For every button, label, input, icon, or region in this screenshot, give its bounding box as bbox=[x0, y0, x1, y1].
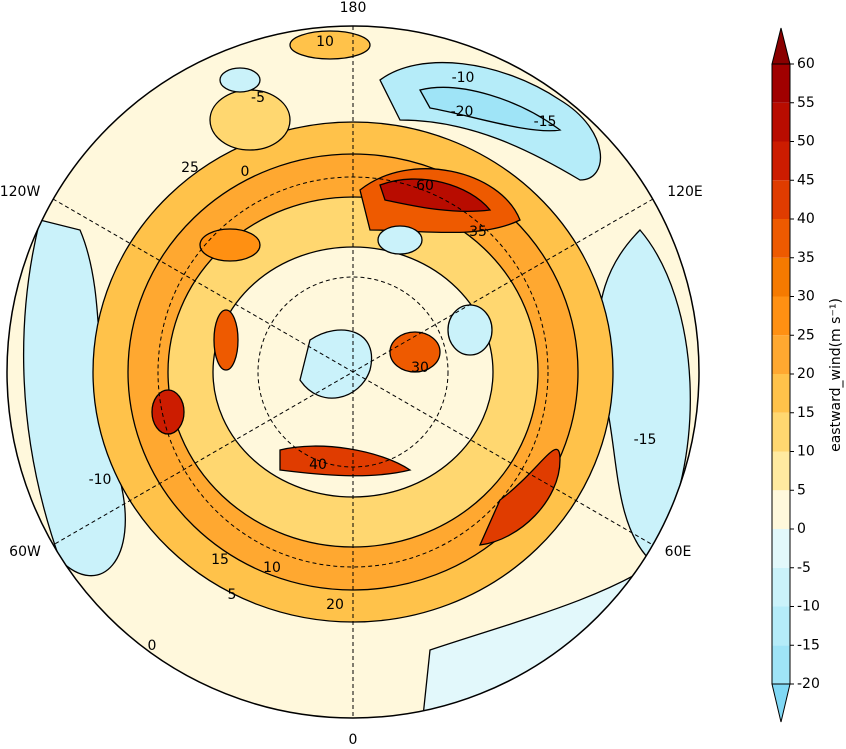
contour-label: -20 bbox=[451, 104, 474, 120]
contour-label: 25 bbox=[181, 160, 199, 176]
colorbar-extension-over bbox=[771, 27, 791, 65]
contour-label: 0 bbox=[241, 164, 250, 180]
colorbar-tick-label: 35 bbox=[797, 250, 815, 266]
colorbar-label: eastward_wind(m s⁻¹) bbox=[828, 298, 844, 452]
colorbar-extension-under bbox=[771, 683, 791, 723]
contour-label: 30 bbox=[411, 360, 429, 376]
field-patch bbox=[389, 331, 441, 373]
contour-label: 40 bbox=[309, 457, 327, 473]
field-patch bbox=[377, 225, 423, 255]
colorbar-band bbox=[772, 296, 790, 336]
contour-label: 60 bbox=[416, 178, 434, 194]
colorbar-tick-label: 60 bbox=[797, 56, 815, 72]
map-boundary bbox=[6, 25, 700, 719]
field-patch bbox=[151, 389, 185, 435]
field-patch bbox=[419, 86, 562, 132]
contour-label: -5 bbox=[251, 90, 265, 106]
contour-label: 20 bbox=[326, 597, 344, 613]
field-patch bbox=[213, 309, 239, 371]
colorbar-tick-label: 40 bbox=[797, 211, 815, 227]
longitude-label: 120W bbox=[0, 184, 40, 200]
colorbar-tick-label: 55 bbox=[797, 95, 815, 111]
colorbar-band bbox=[772, 529, 790, 568]
colorbar-band bbox=[772, 606, 790, 646]
colorbar-tick-label: -10 bbox=[797, 599, 820, 615]
colorbar-band bbox=[772, 180, 790, 219]
colorbar-tick-label: 30 bbox=[797, 289, 815, 305]
colorbar-band bbox=[772, 451, 790, 491]
colorbar-band bbox=[772, 567, 790, 607]
colorbar-band bbox=[772, 219, 790, 258]
contour-label: -15 bbox=[534, 114, 557, 130]
graticule bbox=[52, 26, 654, 718]
longitude-label: 60W bbox=[9, 544, 41, 560]
colorbar-band bbox=[772, 412, 790, 452]
colorbar-tick-label: -15 bbox=[797, 637, 820, 653]
contour-label: 15 bbox=[211, 552, 229, 568]
field-patch bbox=[289, 30, 371, 60]
longitude-label: 180 bbox=[340, 0, 367, 16]
colorbar-tick-label: 10 bbox=[797, 444, 815, 460]
contour-label: -10 bbox=[89, 472, 112, 488]
colorbar-band bbox=[772, 102, 790, 142]
colorbar-tick-label: 0 bbox=[797, 521, 806, 537]
colorbar-band bbox=[772, 257, 790, 297]
field-patch bbox=[199, 228, 261, 262]
longitude-label: 0 bbox=[349, 732, 358, 745]
colorbar-band bbox=[772, 490, 790, 529]
field-patch bbox=[209, 89, 291, 151]
contour-label: 0 bbox=[148, 638, 157, 654]
field-patch bbox=[299, 329, 373, 399]
contour-label: -15 bbox=[634, 432, 657, 448]
longitude-label: 120E bbox=[667, 184, 703, 200]
colorbar-tick-label: 15 bbox=[797, 405, 815, 421]
contour-label: 10 bbox=[263, 560, 281, 576]
field-patch bbox=[279, 445, 412, 477]
field-patch bbox=[447, 304, 493, 356]
colorbar-tick-label: 45 bbox=[797, 172, 815, 188]
colorbar-band bbox=[772, 645, 790, 684]
colorbar-tick-label: 50 bbox=[797, 134, 815, 150]
colorbar-tick-label: 5 bbox=[797, 482, 806, 498]
colorbar-tick-label: 25 bbox=[797, 327, 815, 343]
field-patch bbox=[219, 67, 261, 93]
colorbar-band bbox=[772, 64, 790, 103]
contour-label: -10 bbox=[452, 70, 475, 86]
contour-label: 35 bbox=[469, 224, 487, 240]
field-patch bbox=[478, 448, 561, 546]
longitude-label: 60E bbox=[665, 544, 692, 560]
colorbar-tick-label: 20 bbox=[797, 366, 815, 382]
colorbar-band bbox=[772, 141, 790, 181]
colorbar-tick-label: -5 bbox=[797, 560, 811, 576]
contour-label: 5 bbox=[228, 587, 237, 603]
colorbar-band bbox=[772, 374, 790, 413]
colorbar-tick-label: -20 bbox=[797, 676, 820, 692]
colorbar-band bbox=[772, 335, 790, 374]
contour-label: 10 bbox=[316, 34, 334, 50]
